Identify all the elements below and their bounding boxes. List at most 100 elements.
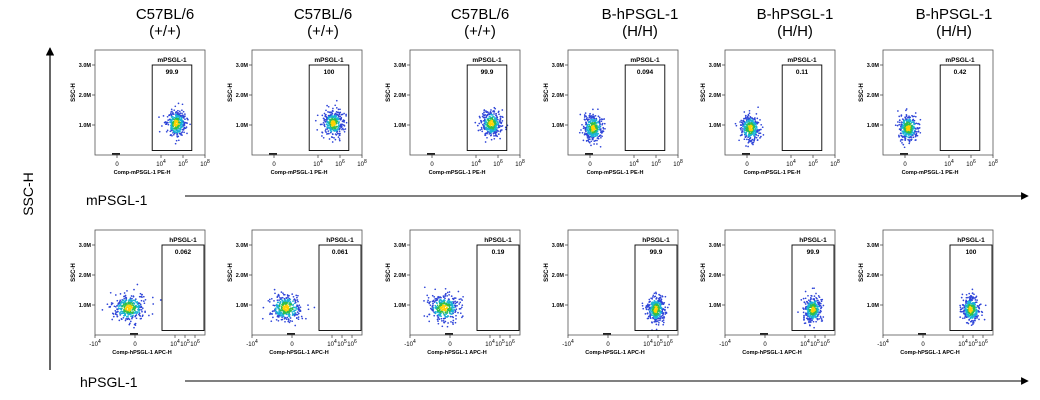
event-dot bbox=[582, 127, 585, 130]
event-dot bbox=[592, 108, 594, 111]
event-dot bbox=[454, 304, 456, 307]
event-dot bbox=[117, 307, 120, 309]
event-dot bbox=[967, 296, 969, 299]
event-dot bbox=[808, 313, 811, 315]
event-dot bbox=[752, 123, 754, 126]
event-dot bbox=[486, 127, 489, 130]
event-dot bbox=[587, 131, 589, 134]
event-dot bbox=[432, 299, 435, 302]
event-dot bbox=[818, 318, 820, 320]
event-dot bbox=[436, 310, 439, 312]
event-dot bbox=[648, 298, 651, 301]
event-dot bbox=[807, 294, 809, 297]
event-dot bbox=[133, 288, 135, 291]
event-dot bbox=[476, 124, 479, 127]
event-dot bbox=[321, 135, 323, 137]
gate-label: mPSGL-1 bbox=[787, 57, 817, 64]
event-dot bbox=[299, 309, 302, 312]
event-dot bbox=[158, 116, 160, 118]
plot-frame bbox=[94, 229, 206, 336]
event-dot bbox=[447, 300, 449, 302]
event-dot bbox=[120, 310, 122, 313]
event-dot bbox=[903, 124, 905, 127]
event-dot bbox=[495, 115, 498, 117]
event-dot bbox=[485, 126, 488, 129]
event-dot bbox=[173, 132, 176, 135]
column-title-1: C57BL/6 (+/+) bbox=[100, 6, 230, 40]
event-dot bbox=[291, 307, 294, 310]
event-dot bbox=[641, 304, 644, 307]
event-dot bbox=[820, 320, 823, 322]
event-dot bbox=[270, 320, 273, 323]
event-dot bbox=[119, 299, 122, 302]
event-dot bbox=[903, 119, 905, 122]
event-dot bbox=[288, 321, 291, 324]
event-dot bbox=[297, 307, 300, 310]
event-dot bbox=[808, 305, 811, 308]
event-dot bbox=[911, 134, 914, 137]
event-dot bbox=[803, 301, 806, 303]
event-dot bbox=[898, 115, 901, 118]
event-dot bbox=[587, 135, 590, 138]
panel-y-label: SSC-H bbox=[544, 263, 550, 282]
event-dot bbox=[167, 121, 169, 124]
event-dot bbox=[970, 309, 973, 312]
event-dot bbox=[740, 134, 743, 136]
x-tick-label: 0 bbox=[290, 342, 294, 348]
x-tick-label: -104 bbox=[246, 339, 258, 348]
event-dot bbox=[490, 109, 492, 111]
event-dot bbox=[598, 134, 601, 137]
event-dot bbox=[177, 102, 180, 105]
panel-x-label: Comp-mPSGL-1 PE-H bbox=[114, 170, 171, 176]
event-dot bbox=[169, 134, 172, 137]
event-dot bbox=[101, 309, 104, 311]
event-dot bbox=[973, 302, 976, 305]
event-dot bbox=[474, 121, 477, 124]
event-dot bbox=[973, 306, 975, 309]
event-dot bbox=[810, 294, 813, 297]
event-dot bbox=[287, 296, 289, 299]
event-dot bbox=[977, 306, 980, 308]
event-dot bbox=[653, 321, 656, 323]
event-dot bbox=[321, 114, 324, 117]
event-dot bbox=[746, 115, 749, 118]
event-dot bbox=[655, 320, 658, 323]
y-tick-label: 2.0M bbox=[709, 93, 722, 99]
event-dot bbox=[593, 117, 596, 119]
event-dot bbox=[184, 113, 186, 115]
event-dot bbox=[897, 121, 899, 123]
event-dot bbox=[963, 309, 965, 312]
event-dot bbox=[968, 296, 971, 298]
y-tick-label: 1.0M bbox=[79, 123, 92, 129]
event-dot bbox=[123, 292, 126, 294]
x-tick-label: -104 bbox=[404, 339, 416, 348]
event-dot bbox=[965, 299, 967, 302]
y-tick-label: 3.0M bbox=[709, 63, 722, 69]
event-dot bbox=[116, 315, 119, 318]
event-dot bbox=[584, 128, 587, 130]
event-dot bbox=[599, 145, 602, 148]
event-dot bbox=[444, 287, 447, 290]
event-dot bbox=[657, 309, 660, 312]
event-dot bbox=[114, 305, 117, 308]
event-dot bbox=[328, 124, 330, 127]
event-dot bbox=[755, 136, 758, 139]
event-dot bbox=[978, 310, 980, 313]
event-dot bbox=[434, 300, 437, 302]
event-dot bbox=[646, 306, 649, 308]
event-dot bbox=[316, 129, 319, 131]
event-dot bbox=[806, 308, 809, 311]
event-dot bbox=[455, 318, 457, 320]
event-dot bbox=[116, 311, 118, 313]
event-dot bbox=[283, 297, 286, 300]
event-dot bbox=[327, 122, 330, 125]
event-dot bbox=[757, 134, 760, 137]
event-dot bbox=[457, 290, 460, 293]
event-dot bbox=[185, 122, 188, 124]
event-dot bbox=[666, 306, 669, 309]
event-dot bbox=[330, 113, 332, 116]
event-dot bbox=[593, 128, 595, 131]
event-dot bbox=[655, 323, 658, 326]
event-dot bbox=[596, 143, 598, 145]
